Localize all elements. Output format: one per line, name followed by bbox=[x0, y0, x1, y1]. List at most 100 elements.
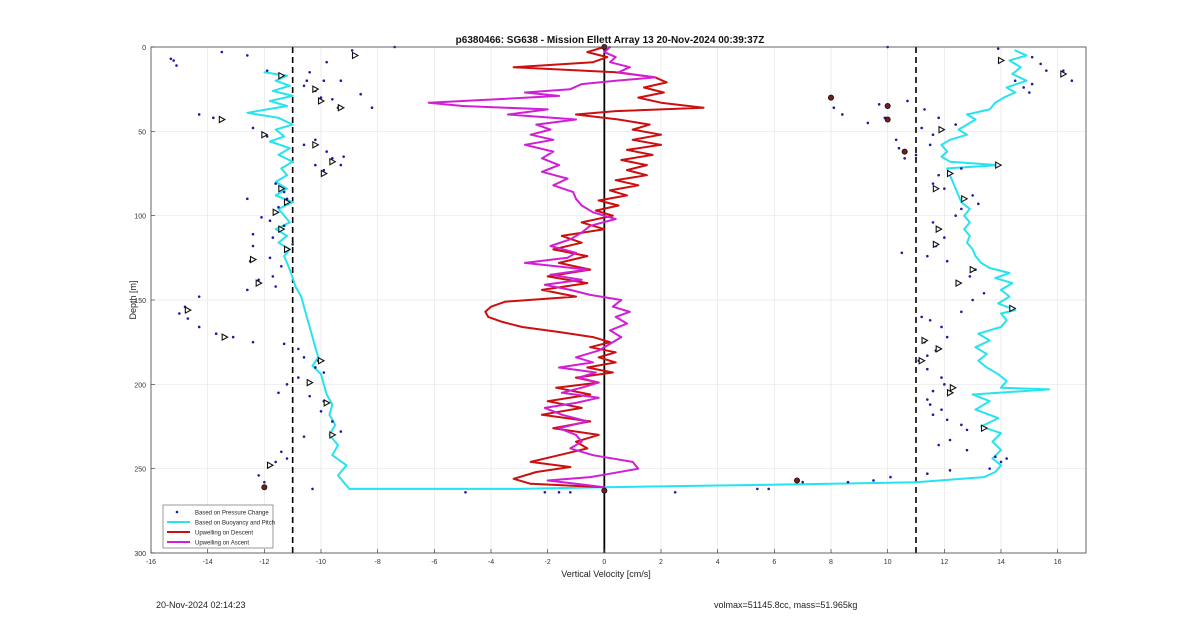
based-on-buoyancy-and-pitch-point bbox=[1000, 312, 1002, 315]
pressure-change-point bbox=[945, 335, 949, 339]
pressure-change-point bbox=[314, 163, 317, 167]
based-on-buoyancy-and-pitch-point bbox=[311, 364, 314, 367]
pressure-change-point bbox=[1030, 55, 1034, 59]
upwelling-on-descent-point bbox=[614, 351, 617, 354]
flag-triangle-marker bbox=[221, 333, 229, 342]
flag-triangle-marker bbox=[329, 431, 337, 439]
upwelling-on-ascent-point bbox=[577, 376, 580, 379]
based-on-buoyancy-and-pitch-point bbox=[283, 214, 286, 217]
upwelling-on-ascent-point bbox=[558, 427, 560, 430]
pressure-change-point bbox=[948, 469, 952, 472]
upwelling-on-descent-point bbox=[580, 407, 583, 409]
upwelling-on-descent-point bbox=[586, 255, 589, 258]
upwelling-on-ascent-point bbox=[614, 315, 617, 318]
pressure-change-point bbox=[268, 219, 272, 223]
upwelling-on-ascent-point bbox=[611, 305, 614, 308]
based-on-buoyancy-and-pitch-point bbox=[274, 128, 277, 131]
based-on-buoyancy-and-pitch-point bbox=[271, 89, 274, 92]
upwelling-on-ascent-point bbox=[524, 143, 526, 146]
based-on-buoyancy-and-pitch-point bbox=[974, 408, 977, 411]
flag-triangle-marker bbox=[329, 157, 337, 166]
pressure-change-point bbox=[931, 389, 935, 393]
upwelling-on-descent-point bbox=[575, 113, 577, 116]
pressure-change-point bbox=[331, 157, 334, 160]
pressure-change-point bbox=[994, 455, 997, 459]
pressure-change-point bbox=[257, 474, 260, 477]
upwelling-on-descent-point bbox=[552, 427, 555, 430]
upwelling-on-descent-point bbox=[614, 110, 617, 112]
based-on-buoyancy-and-pitch-point bbox=[286, 174, 288, 177]
based-on-buoyancy-and-pitch-point bbox=[283, 255, 286, 258]
upwelling-on-descent-point bbox=[586, 51, 589, 53]
upwelling-on-ascent-line bbox=[427, 46, 657, 489]
pressure-change-point bbox=[931, 133, 935, 137]
based-on-buoyancy-and-pitch-point bbox=[286, 261, 288, 264]
based-on-buoyancy-and-pitch-point bbox=[968, 208, 971, 210]
pressure-change-point bbox=[246, 54, 249, 57]
upwelling-on-ascent-point bbox=[552, 150, 555, 153]
pressure-change-point bbox=[314, 366, 317, 369]
flag-circle-marker bbox=[794, 477, 801, 484]
pressure-change-point bbox=[999, 460, 1003, 464]
upwelling-on-ascent-point bbox=[566, 177, 569, 180]
upwelling-on-descent-point bbox=[558, 261, 560, 264]
based-on-buoyancy-and-pitch-point bbox=[994, 277, 997, 279]
upwelling-on-descent-point bbox=[606, 56, 609, 59]
y-tick-label: 300 bbox=[134, 551, 146, 558]
pressure-change-point bbox=[940, 325, 943, 329]
pressure-change-point bbox=[186, 317, 190, 320]
upwelling-on-descent-point bbox=[597, 356, 600, 359]
upwelling-on-descent-point bbox=[589, 393, 592, 396]
pressure-change-point bbox=[308, 71, 311, 74]
legend-label: Upwelling on Ascent bbox=[195, 541, 249, 547]
pressure-change-point bbox=[977, 202, 980, 206]
pressure-change-point bbox=[982, 291, 986, 295]
pressure-change-point bbox=[1030, 82, 1034, 86]
based-on-buoyancy-and-pitch-point bbox=[946, 167, 949, 170]
flag-triangle-marker bbox=[278, 71, 286, 80]
based-on-buoyancy-and-pitch-point bbox=[1000, 449, 1002, 452]
pressure-change-point bbox=[996, 47, 1000, 50]
upwelling-on-ascent-point bbox=[569, 238, 572, 241]
upwelling-on-descent-point bbox=[575, 376, 577, 379]
based-on-buoyancy-and-pitch-point bbox=[974, 346, 977, 349]
pressure-change-point bbox=[1070, 79, 1074, 83]
pressure-change-point bbox=[280, 264, 283, 268]
based-on-buoyancy-and-pitch-point bbox=[1008, 59, 1011, 62]
upwelling-on-ascent-point bbox=[592, 361, 594, 364]
flag-triangle-marker bbox=[980, 424, 989, 433]
pressure-change-point bbox=[872, 479, 875, 482]
flag-triangle-marker bbox=[997, 56, 1006, 65]
x-tick-label: 14 bbox=[997, 559, 1005, 566]
upwelling-on-ascent-point bbox=[507, 113, 509, 116]
flag-triangle-marker bbox=[351, 51, 360, 60]
pressure-change-point bbox=[370, 106, 374, 110]
y-tick-label: 100 bbox=[134, 214, 146, 221]
x-tick-label: -10 bbox=[316, 559, 326, 566]
flag-triangle-marker bbox=[969, 265, 977, 274]
flag-triangle-marker bbox=[938, 125, 946, 134]
x-axis-label: Vertical Velocity [cm/s] bbox=[561, 569, 651, 579]
based-on-buoyancy-and-pitch-point bbox=[337, 474, 339, 477]
upwelling-on-ascent-point bbox=[617, 71, 620, 74]
based-on-buoyancy-and-pitch-point bbox=[291, 95, 294, 97]
upwelling-on-ascent-point bbox=[575, 197, 577, 200]
upwelling-on-descent-point bbox=[592, 61, 594, 64]
legend-symbol bbox=[175, 510, 179, 514]
pressure-change-point bbox=[246, 288, 249, 292]
based-on-buoyancy-and-pitch-point bbox=[1014, 309, 1017, 312]
axis-ticks: -16 -14 -12 -10 -8 -6 -4 -2 0 2 4 6 8 10 12 14 16 0 50 100 1… bbox=[134, 45, 1061, 566]
based-on-buoyancy-and-pitch-point bbox=[328, 413, 331, 416]
based-on-buoyancy-and-pitch-point bbox=[286, 105, 288, 107]
flag-triangle-marker bbox=[946, 169, 955, 178]
based-on-buoyancy-and-pitch-point bbox=[277, 208, 280, 210]
flag-circle-marker bbox=[884, 116, 891, 123]
based-on-buoyancy-and-pitch-point bbox=[1005, 380, 1008, 382]
pressure-change-point bbox=[937, 173, 940, 177]
upwelling-on-ascent-point bbox=[575, 251, 577, 254]
based-on-buoyancy-and-pitch-point bbox=[288, 84, 291, 87]
based-on-buoyancy-and-pitch-point bbox=[288, 268, 291, 271]
upwelling-on-descent-point bbox=[617, 118, 620, 121]
flag-triangle-marker bbox=[337, 103, 345, 112]
based-on-buoyancy-and-pitch-point bbox=[985, 366, 988, 369]
